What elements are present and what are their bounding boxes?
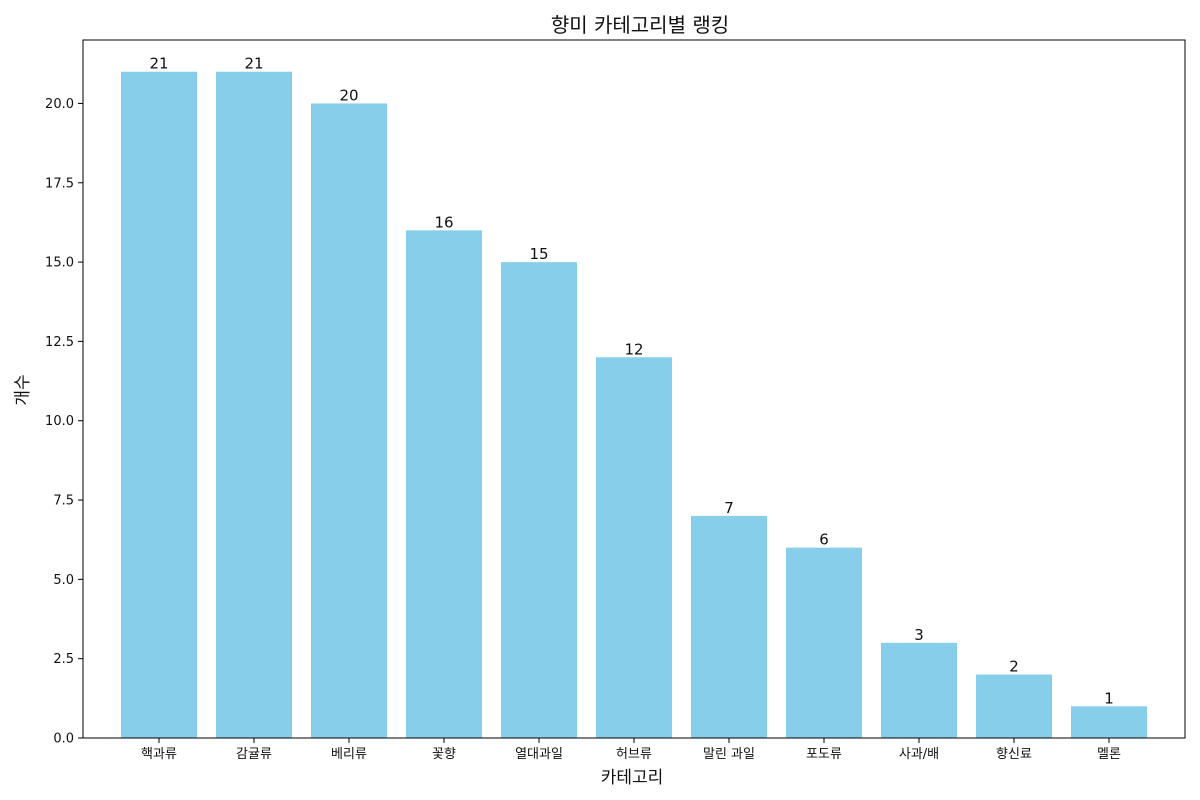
x-tick-label: 베리류	[331, 747, 367, 762]
y-tick-label: 12.5	[45, 335, 74, 350]
bar-value-label: 12	[624, 340, 643, 358]
y-tick-label: 7.5	[53, 494, 74, 509]
bar-7	[691, 515, 767, 738]
bar-6	[596, 357, 672, 738]
bar-2	[216, 71, 292, 739]
x-axis-label: 카테고리	[601, 768, 664, 788]
bar-value-label: 2	[1009, 658, 1019, 676]
chart-title: 향미 카테고리별 랭킹	[551, 13, 729, 37]
y-axis-label: 개수	[13, 374, 33, 405]
plot-frame	[82, 39, 1186, 739]
x-tick-label: 사과/배	[899, 747, 939, 762]
bar-8	[786, 547, 862, 738]
bar-value-label: 3	[914, 626, 924, 644]
y-tick-label: 20.0	[45, 97, 74, 112]
x-tick-label: 꽃향	[432, 747, 456, 762]
x-tick-label: 감귤류	[236, 747, 272, 762]
bar-value-label: 20	[339, 86, 358, 104]
x-axis: 핵과류 감귤류 베리류 꽃향 열대과일 허브류 말린 과일 포도류 사과/배 향신료 멜론	[141, 738, 1121, 762]
x-tick-label: 열대과일	[515, 747, 563, 762]
bar-value-label: 1	[1104, 689, 1114, 707]
bar-value-label: 16	[434, 213, 453, 231]
x-tick-label: 말린 과일	[703, 747, 755, 762]
y-tick-label: 15.0	[45, 256, 74, 271]
x-tick-label: 허브류	[616, 747, 652, 762]
x-tick-label: 핵과류	[141, 747, 177, 762]
x-tick-label: 멜론	[1097, 747, 1121, 762]
bar-1	[121, 71, 197, 739]
x-tick-label: 향신료	[996, 747, 1032, 762]
bar-9	[881, 642, 957, 738]
bar-10	[976, 674, 1052, 738]
bar-4	[406, 230, 482, 739]
y-tick-label: 10.0	[45, 414, 74, 429]
bar-value-label: 7	[724, 499, 734, 517]
bar-value-label: 21	[244, 55, 263, 73]
bar-value-label: 6	[819, 531, 829, 549]
bars-group	[121, 71, 1147, 739]
y-tick-label: 0.0	[53, 732, 74, 747]
bar-3	[311, 103, 387, 738]
y-axis: 0.0 2.5 5.0 7.5 10.0 12.5 15.0 17.5 20.0	[45, 97, 83, 747]
y-tick-label: 5.0	[53, 573, 74, 588]
y-tick-label: 2.5	[53, 652, 74, 667]
bar-value-label: 15	[529, 245, 548, 263]
bar-value-label: 21	[149, 55, 168, 73]
x-tick-label: 포도류	[806, 747, 842, 762]
bar-11	[1071, 706, 1147, 738]
y-tick-label: 17.5	[45, 176, 74, 191]
bar-5	[501, 262, 577, 738]
